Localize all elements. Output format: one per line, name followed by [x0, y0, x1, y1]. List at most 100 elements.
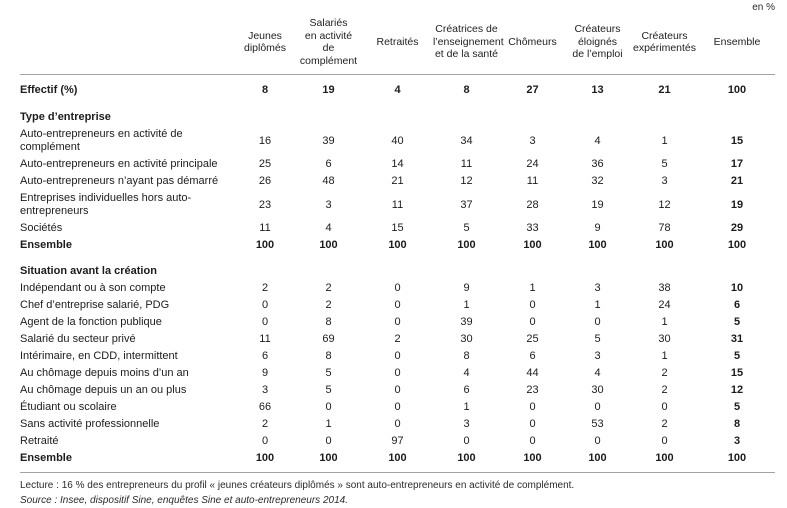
table-cell: 39 [322, 134, 335, 147]
table-cell: 3 [463, 418, 470, 430]
table-cell: 30 [460, 333, 473, 345]
table-cell: 3 [529, 134, 536, 147]
table-cell: 0 [261, 435, 269, 447]
table-cell: 100 [655, 239, 674, 251]
table-cell: 8 [325, 350, 332, 362]
table-cell: 97 [391, 435, 404, 447]
column-header: Créateurs éloignés de l’emploi [565, 15, 630, 75]
table-cell: 28 [526, 198, 539, 211]
table-cell: 8 [463, 84, 470, 96]
table-cell: 48 [322, 175, 335, 187]
table-cell: 10 [730, 282, 744, 294]
table-cell: 53 [591, 418, 604, 430]
section-header-row: Situation avant la création [20, 254, 775, 280]
table-cell: 100 [523, 239, 542, 251]
table-cell: 0 [529, 316, 536, 328]
column-header: Créatrices de l’enseignement et de la sa… [433, 15, 504, 75]
row-label: Indépendant ou à son compte [20, 282, 166, 294]
entrepreneur-profiles-table: Jeunes diplômés Salariés en activité de c… [20, 15, 775, 467]
table-cell: 100 [457, 452, 476, 464]
table-cell: 13 [591, 84, 604, 96]
table-cell: 5 [463, 222, 470, 234]
table-cell: 27 [526, 84, 539, 96]
table-cell: 5 [325, 384, 332, 396]
table-row: Indépendant ou à son compte 2 2 0 9 1 3 38 10 [20, 280, 775, 297]
table-cell: 33 [526, 222, 539, 234]
unit-label: en % [752, 2, 775, 13]
table-cell: 6 [463, 384, 470, 396]
table-cell: 2 [261, 282, 269, 294]
row-label: Sans activité professionnelle [20, 418, 160, 430]
table-cell: 2 [394, 333, 401, 345]
table-cell: 9 [594, 222, 601, 234]
table-cell: 8 [463, 350, 470, 362]
table-cell: 66 [258, 401, 272, 413]
lecture-note: Lecture : 16 % des entrepreneurs du prof… [20, 480, 575, 491]
table-cell: 1 [325, 418, 332, 430]
table-cell: 100 [457, 239, 476, 251]
column-header: Créateurs expérimentés [630, 15, 699, 75]
table-cell: 1 [529, 282, 536, 294]
table-cell: 34 [460, 134, 473, 147]
table-cell: 12 [730, 384, 744, 396]
table-cell: 0 [394, 418, 401, 430]
table-cell: 12 [658, 198, 671, 211]
table-cell: 3 [594, 282, 601, 294]
table-cell: 4 [594, 134, 601, 147]
table-row: Retraité 0 0 97 0 0 0 0 3 [20, 433, 775, 450]
table-cell: 16 [258, 134, 272, 147]
table-cell: 5 [661, 158, 668, 170]
table-cell: 8 [261, 84, 269, 96]
table-cell: 1 [463, 401, 470, 413]
table-cell: 5 [325, 367, 332, 379]
header-row: Jeunes diplômés Salariés en activité de c… [20, 15, 775, 75]
row-label: Au chômage depuis un an ou plus [20, 384, 187, 396]
table-cell: 1 [463, 299, 470, 311]
table-row: Agent de la fonction publique 0 8 0 39 0 0 1 5 [20, 314, 775, 331]
table-cell: 3 [661, 175, 668, 187]
table-cell: 6 [529, 350, 536, 362]
table-cell: 9 [261, 367, 269, 379]
table-cell: 4 [594, 367, 601, 379]
table-row: Chef d’entreprise salarié, PDG 0 2 0 1 0 1 24 6 [20, 297, 775, 314]
table-cell: 37 [460, 198, 473, 211]
table-cell: 100 [388, 239, 407, 251]
table-cell: 6 [733, 299, 741, 311]
table-cell: 5 [594, 333, 601, 345]
table-cell: 24 [526, 158, 539, 170]
table-cell: 100 [588, 239, 607, 251]
row-label: Au chômage depuis moins d’un an [20, 367, 189, 379]
table-row: Salarié du secteur privé 11 69 2 30 25 5 30 31 [20, 331, 775, 348]
table-cell: 2 [661, 384, 668, 396]
table-cell: 30 [591, 384, 604, 396]
section-header-row: Type d’entreprise [20, 100, 775, 126]
table-cell: 15 [730, 134, 744, 147]
row-label: Type d’entreprise [20, 111, 111, 123]
table-row: Intérimaire, en CDD, intermittent 6 8 0 8 6 3 1… [20, 348, 775, 365]
table-cell: 12 [460, 175, 473, 187]
table-cell: 0 [325, 435, 332, 447]
table-cell: 25 [526, 333, 539, 345]
table-cell: 19 [322, 84, 335, 96]
table-cell: 5 [733, 350, 741, 362]
column-header: Ensemble [699, 15, 775, 75]
table-cell: 5 [733, 401, 741, 413]
table-cell: 39 [460, 316, 473, 328]
table-cell: 0 [594, 316, 601, 328]
table-cell: 9 [463, 282, 470, 294]
row-label: Agent de la fonction publique [20, 316, 162, 328]
table-cell: 44 [526, 367, 539, 379]
row-label: Étudiant ou scolaire [20, 401, 117, 413]
table-cell: 0 [394, 367, 401, 379]
table-cell: 31 [730, 333, 744, 345]
table-cell: 2 [325, 282, 332, 294]
table-cell: 19 [591, 198, 604, 211]
table-cell: 29 [730, 222, 744, 234]
table-cell: 3 [261, 384, 269, 396]
table-cell: 69 [322, 333, 335, 345]
table-cell: 23 [526, 384, 539, 396]
table-cell: 100 [655, 452, 674, 464]
table-cell: 3 [325, 198, 332, 211]
table-cell: 26 [258, 175, 272, 187]
table-cell: 1 [661, 316, 668, 328]
